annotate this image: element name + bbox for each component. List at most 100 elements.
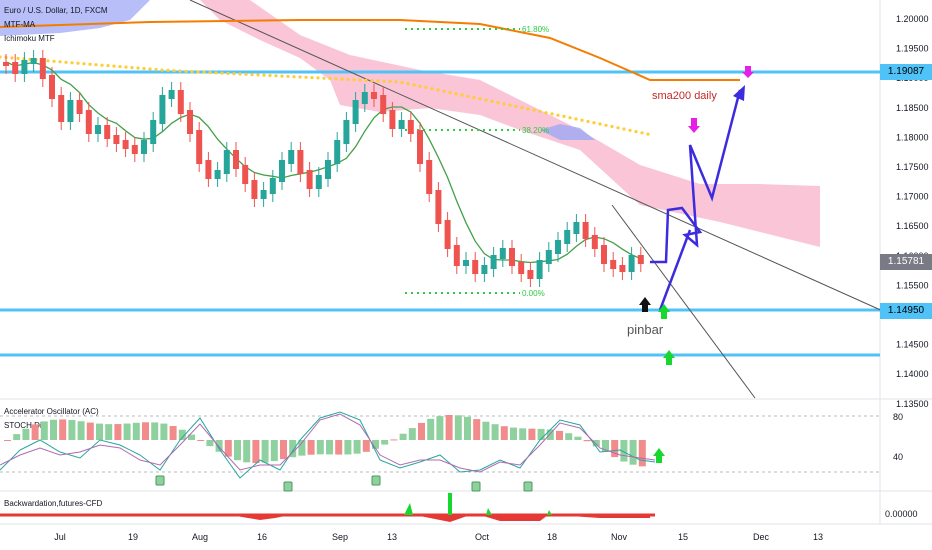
sma-dot (232, 72, 236, 76)
ac-bar (602, 440, 609, 452)
ac-bar (105, 424, 113, 440)
projection-arrowhead-top (733, 85, 745, 101)
moving-average-green (5, 61, 642, 264)
ma-green-line (5, 61, 642, 264)
candle-body (85, 110, 92, 134)
backwardation-title: Backwardation,futures-CFD (4, 499, 102, 508)
symbol-title: Euro / U.S. Dollar, 1D, FXCM (4, 6, 108, 15)
sma-dot (316, 76, 320, 80)
oscillator-title-ac: Accelerator Oscillator (AC) (4, 407, 99, 416)
indicator-ichimoku: Ichimoku MTF (4, 34, 55, 43)
sma-dot (106, 64, 110, 68)
sma-dot (412, 83, 416, 87)
time-tick-label: 19 (128, 532, 138, 542)
candle-body (141, 140, 147, 154)
sma-dot (346, 77, 350, 81)
descending-trendline (189, 0, 886, 313)
ac-bar (96, 423, 103, 440)
candle-body (177, 90, 184, 114)
time-tick-label: Jul (54, 532, 66, 542)
ac-bar (620, 440, 628, 462)
ac-bar (50, 419, 57, 440)
sma-dot (436, 88, 440, 92)
fib-label-618: 61.80% (522, 25, 549, 34)
sma-dot (328, 76, 332, 81)
sma-dot (76, 61, 80, 65)
ac-bar (142, 422, 149, 440)
sma-dot (178, 69, 182, 73)
ac-bar (178, 429, 186, 440)
sma-dot (472, 95, 476, 100)
green-arrow-support (658, 304, 670, 319)
ac-bar (31, 424, 39, 440)
ac-bar (519, 428, 527, 440)
ac-bar (638, 440, 646, 467)
sma-dot (298, 75, 302, 79)
price-tick-label: 1.17000 (896, 192, 929, 202)
arrows (639, 66, 754, 463)
price-tick-label: 1.14000 (896, 369, 929, 379)
ac-bar (390, 439, 398, 441)
backwardation-pos (404, 493, 552, 515)
ac-bar (77, 421, 85, 440)
candle-body (196, 130, 203, 164)
ac-bar (510, 427, 517, 440)
candle-body (555, 240, 561, 254)
candle-body (380, 95, 387, 114)
candle-body (67, 100, 74, 122)
sma-dot (262, 73, 266, 77)
candle-body (426, 160, 433, 194)
candle-body (113, 135, 120, 144)
sma-dot (574, 117, 578, 121)
ac-bar (454, 415, 462, 440)
sma-dot (388, 79, 392, 84)
sma-dot (496, 101, 500, 105)
sma-dot (604, 123, 608, 127)
candle-body (518, 262, 525, 274)
candle-body (279, 160, 285, 182)
ac-bar (261, 440, 269, 463)
candle-body (49, 75, 55, 99)
sma-dot (208, 70, 212, 75)
ichimoku-cloud (0, 0, 820, 247)
candle-body (30, 58, 37, 64)
sma-dot (52, 59, 56, 63)
candle-body (389, 110, 396, 129)
sma-dot (250, 73, 254, 77)
projection-path-upper (650, 89, 742, 264)
ac-bar (243, 440, 251, 463)
ac-bar (408, 428, 416, 440)
sma-dot (454, 92, 458, 96)
sma-dot (142, 66, 146, 71)
sma-dot (94, 63, 98, 67)
sma-dot (340, 77, 344, 81)
sma-dot (190, 70, 194, 74)
ac-bar (289, 440, 297, 458)
price-tick-label: 1.15500 (896, 280, 929, 290)
sma-dot (514, 104, 518, 108)
ac-bar (307, 440, 315, 455)
ac-bar (86, 422, 94, 440)
sma-dot (334, 77, 338, 81)
candle-body (223, 150, 230, 174)
ac-bar (22, 428, 30, 440)
pane-grid (0, 0, 932, 525)
magenta-arrow-mid (688, 118, 700, 133)
ac-bar (353, 440, 361, 454)
sma-dot (70, 61, 74, 65)
candle-body (352, 100, 359, 124)
sma-dot (562, 114, 566, 118)
candle-body (187, 110, 193, 134)
sma-dot (274, 74, 278, 78)
ac-bar (464, 416, 471, 440)
time-tick-label: Nov (611, 532, 628, 542)
oscillator-level-40: 40 (893, 452, 903, 462)
sma-dot (0, 55, 2, 59)
support-price-label: 1.14950 (880, 303, 932, 319)
sma-dot (544, 111, 548, 115)
ac-bar (197, 440, 205, 441)
green-arrow-lower (663, 350, 675, 365)
sma-dot (238, 72, 242, 76)
time-tick-label: Oct (475, 532, 490, 542)
candle-body (260, 190, 267, 199)
